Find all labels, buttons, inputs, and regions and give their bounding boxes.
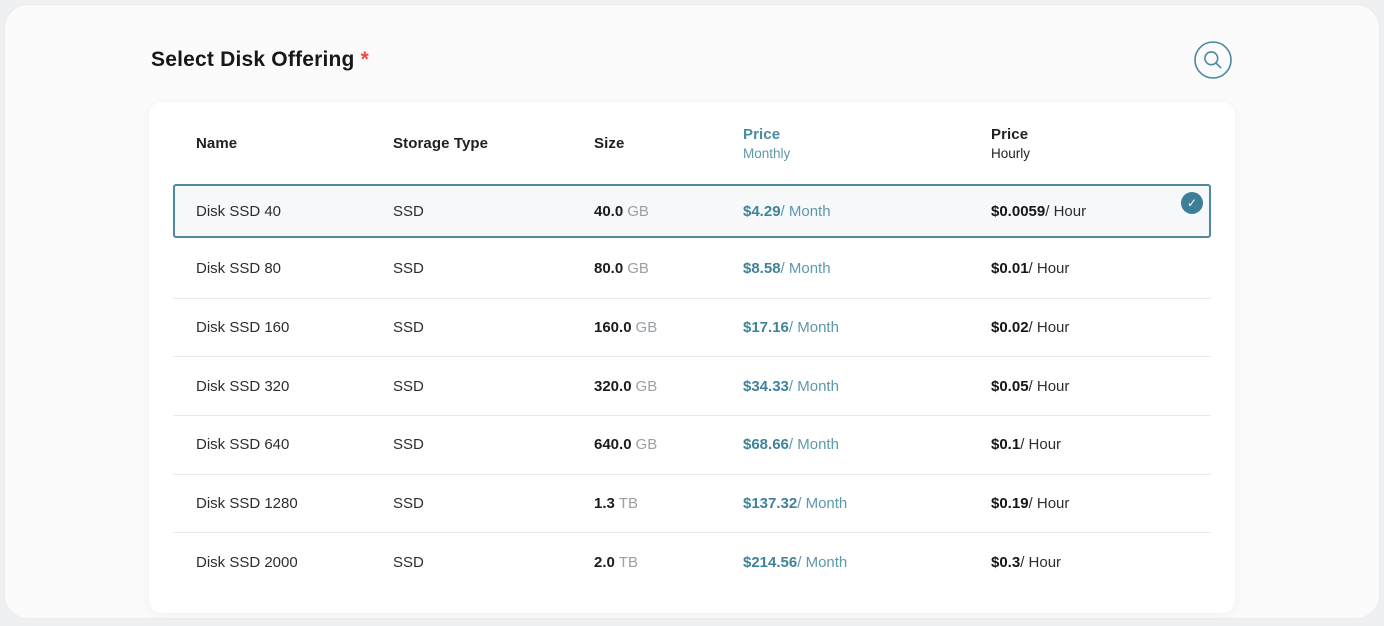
column-header-name: Name [196, 134, 238, 152]
table-row[interactable]: Disk SSD 2000 SSD 2.0 TB $214.56/ Month $… [173, 533, 1211, 592]
column-header-size: Size [594, 134, 625, 152]
cell-price-monthly: $34.33/ Month [743, 377, 839, 395]
cell-storage-type: SSD [393, 436, 424, 454]
cell-name: Disk SSD 1280 [196, 495, 298, 513]
select-disk-offering-panel: Select Disk Offering * Name Storage Type … [4, 4, 1380, 619]
table-row[interactable]: Disk SSD 80 SSD 80.0 GB $8.58/ Month $0.0… [173, 240, 1211, 299]
cell-price-monthly: $137.32/ Month [743, 495, 848, 513]
cell-size: 2.0 TB [594, 554, 639, 572]
cell-price-hourly: $0.0059/ Hour [991, 202, 1087, 220]
panel-header: Select Disk Offering * [149, 38, 1235, 82]
cell-price-hourly: $0.19/ Hour [991, 495, 1070, 513]
cell-size: 160.0 GB [594, 319, 658, 337]
cell-size: 640.0 GB [594, 436, 658, 454]
cell-price-hourly: $0.05/ Hour [991, 377, 1070, 395]
cell-price-hourly: $0.02/ Hour [991, 319, 1070, 337]
table-row[interactable]: Disk SSD 320 SSD 320.0 GB $34.33/ Month $… [173, 357, 1211, 417]
cell-storage-type: SSD [393, 377, 424, 395]
cell-name: Disk SSD 80 [196, 260, 282, 278]
cell-size: 320.0 GB [594, 377, 658, 395]
cell-name: Disk SSD 40 [196, 202, 282, 220]
cell-price-hourly: $0.01/ Hour [991, 260, 1070, 278]
search-button[interactable] [1193, 40, 1233, 80]
column-header-price-monthly: Price Monthly [743, 125, 791, 161]
required-asterisk: * [360, 48, 369, 71]
cell-name: Disk SSD 2000 [196, 554, 298, 572]
table-header-row: Name Storage Type Size Price Monthly Pri… [173, 102, 1211, 184]
cell-storage-type: SSD [393, 319, 424, 337]
cell-name: Disk SSD 160 [196, 319, 290, 337]
cell-price-hourly: $0.3/ Hour [991, 554, 1062, 572]
cell-price-monthly: $68.66/ Month [743, 436, 839, 454]
cell-storage-type: SSD [393, 260, 424, 278]
column-header-price-hourly: Price Hourly [991, 125, 1031, 161]
selected-check-icon: ✓ [1181, 192, 1203, 214]
table-row[interactable]: Disk SSD 160 SSD 160.0 GB $17.16/ Month $… [173, 299, 1211, 358]
table-row[interactable]: Disk SSD 640 SSD 640.0 GB $68.66/ Month $… [173, 416, 1211, 475]
cell-price-monthly: $214.56/ Month [743, 554, 848, 572]
disk-offering-table: Name Storage Type Size Price Monthly Pri… [149, 102, 1235, 613]
table-body: Disk SSD 40 SSD 40.0 GB $4.29/ Month $0.0… [173, 184, 1211, 592]
cell-price-monthly: $17.16/ Month [743, 319, 839, 337]
search-icon [1194, 41, 1232, 79]
cell-price-monthly: $8.58/ Month [743, 260, 831, 278]
cell-name: Disk SSD 640 [196, 436, 290, 454]
cell-storage-type: SSD [393, 554, 424, 572]
cell-price-monthly: $4.29/ Month [743, 202, 831, 220]
cell-storage-type: SSD [393, 202, 424, 220]
table-row[interactable]: Disk SSD 1280 SSD 1.3 TB $137.32/ Month $… [173, 475, 1211, 534]
column-header-storage-type: Storage Type [393, 134, 489, 152]
cell-size: 80.0 GB [594, 260, 649, 278]
page-title-text: Select Disk Offering [151, 48, 355, 71]
cell-size: 1.3 TB [594, 495, 639, 513]
cell-size: 40.0 GB [594, 202, 649, 220]
table-row[interactable]: Disk SSD 40 SSD 40.0 GB $4.29/ Month $0.0… [173, 184, 1211, 238]
cell-storage-type: SSD [393, 495, 424, 513]
page-title: Select Disk Offering * [151, 48, 369, 72]
cell-price-hourly: $0.1/ Hour [991, 436, 1062, 454]
cell-name: Disk SSD 320 [196, 377, 290, 395]
